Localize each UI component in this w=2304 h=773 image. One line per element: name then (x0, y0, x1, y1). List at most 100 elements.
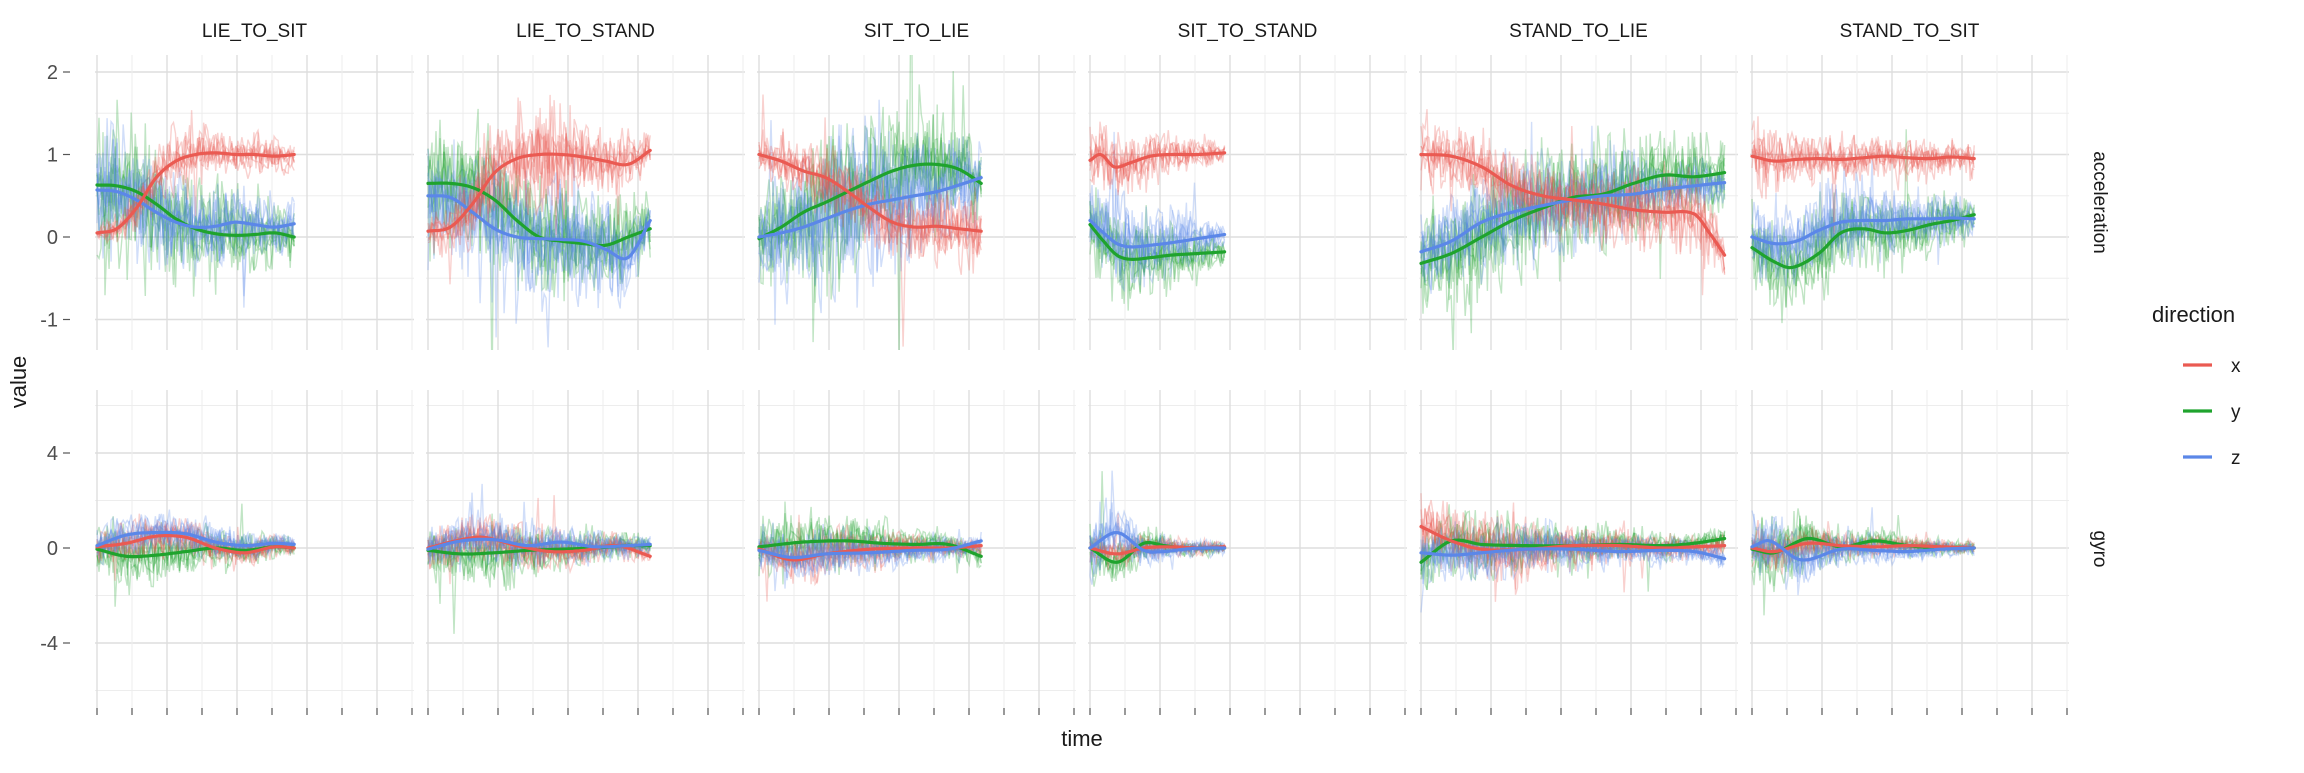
raw-trace-z (96, 175, 295, 247)
facet-title-SIT_TO_LIE: SIT_TO_LIE (864, 21, 969, 42)
raw-trace-y (427, 142, 651, 350)
raw-trace-x (427, 105, 651, 258)
raw-trace-z (427, 170, 651, 276)
strip-label-gyro: gyro (2089, 531, 2110, 568)
legend-label-y: y (2231, 402, 2241, 423)
raw-trace-z (96, 152, 295, 257)
raw-trace-y (1089, 204, 1226, 292)
raw-trace-y (758, 85, 982, 273)
smooth-line-y (426, 181, 652, 248)
raw-trace-y (1089, 471, 1226, 587)
raw-trace-x (1089, 133, 1226, 185)
raw-trace-z (758, 164, 982, 252)
raw-trace-y (1420, 520, 1726, 580)
raw-trace-z (427, 139, 651, 309)
raw-trace-x (758, 94, 982, 347)
smooth-line-z (95, 188, 296, 229)
smooth-line-x (1419, 524, 1727, 552)
raw-trace-x (1089, 144, 1225, 185)
raw-trace-x (96, 145, 295, 240)
y-tick-label: -1 (40, 310, 58, 332)
smooth-line-y (757, 162, 983, 241)
smooth-line-x (1419, 152, 1727, 257)
raw-trace-x (96, 525, 295, 558)
raw-trace-z (1420, 171, 1726, 271)
raw-trace-z (758, 145, 982, 279)
raw-trace-z (1751, 160, 1975, 285)
raw-trace-z (96, 514, 295, 560)
panel-LIE_TO_STAND-gyro (426, 390, 745, 715)
y-tick-label: 2 (47, 62, 58, 84)
raw-trace-x (1420, 125, 1726, 296)
raw-trace-y (1751, 207, 1975, 324)
legend-label-z: z (2231, 448, 2241, 469)
facet-title-LIE_TO_STAND: LIE_TO_STAND (516, 21, 655, 42)
raw-trace-x (427, 124, 651, 240)
raw-trace-x (427, 514, 651, 570)
raw-traces (1089, 470, 1226, 587)
raw-trace-y (427, 525, 651, 577)
smooth-line-y (757, 539, 983, 558)
raw-trace-x (427, 117, 651, 240)
raw-trace-x (96, 123, 295, 239)
axis-title-y: value (6, 356, 31, 409)
smooth-line-z (757, 176, 983, 239)
raw-trace-z (96, 119, 295, 277)
raw-trace-x (758, 149, 982, 249)
raw-trace-x (96, 110, 295, 245)
raw-trace-z (96, 136, 295, 270)
raw-trace-x (758, 140, 982, 257)
raw-traces (1089, 121, 1226, 311)
raw-trace-y (758, 99, 982, 292)
raw-trace-y (1420, 147, 1726, 281)
raw-trace-z (1420, 125, 1726, 294)
smooth-line-x (95, 151, 296, 235)
smooth-line-z (757, 539, 983, 560)
raw-trace-x (427, 129, 651, 256)
raw-traces (427, 483, 651, 634)
raw-trace-y (1420, 520, 1726, 579)
smooth-line-x (1750, 541, 1976, 554)
raw-trace-x (1089, 138, 1226, 193)
raw-trace-z (96, 138, 295, 308)
raw-trace-x (1420, 109, 1726, 275)
raw-trace-z (1420, 121, 1726, 291)
raw-trace-y (96, 146, 295, 270)
raw-trace-y (96, 112, 295, 297)
raw-trace-x (96, 129, 295, 241)
raw-trace-y (758, 55, 982, 350)
raw-trace-z (1089, 521, 1225, 562)
facet-title-STAND_TO_SIT: STAND_TO_SIT (1840, 21, 1980, 42)
raw-trace-z (1089, 197, 1226, 286)
raw-trace-x (758, 147, 982, 255)
raw-traces (1751, 507, 1975, 616)
raw-trace-z (427, 524, 651, 564)
smooth-line-z (1088, 530, 1227, 554)
raw-trace-y (427, 534, 651, 572)
raw-trace-z (427, 149, 651, 338)
panel-STAND_TO_LIE-gyro (1419, 390, 1738, 715)
axis-title-x: time (1061, 726, 1103, 751)
raw-trace-z (1420, 161, 1726, 278)
raw-trace-x (1751, 116, 1975, 234)
panel-SIT_TO_STAND-gyro (1088, 390, 1407, 715)
raw-trace-z (1089, 131, 1226, 293)
raw-trace-z (96, 166, 295, 245)
raw-trace-z (427, 172, 651, 283)
raw-trace-x (96, 143, 295, 237)
raw-trace-z (1420, 170, 1726, 259)
raw-trace-y (1089, 534, 1225, 574)
smooth-line-x (1088, 151, 1227, 169)
smooth-line-z (95, 530, 296, 548)
raw-trace-x (758, 128, 982, 275)
raw-trace-x (1420, 139, 1726, 274)
raw-trace-y (427, 131, 651, 282)
smooth-line-x (95, 533, 296, 555)
panel-SIT_TO_STAND-acceleration (1088, 55, 1407, 350)
raw-trace-y (1751, 208, 1975, 292)
raw-trace-y (1420, 510, 1726, 592)
smooth-line-z (1750, 538, 1976, 562)
panel-STAND_TO_SIT-gyro (1750, 390, 2069, 715)
raw-trace-z (1420, 523, 1726, 584)
